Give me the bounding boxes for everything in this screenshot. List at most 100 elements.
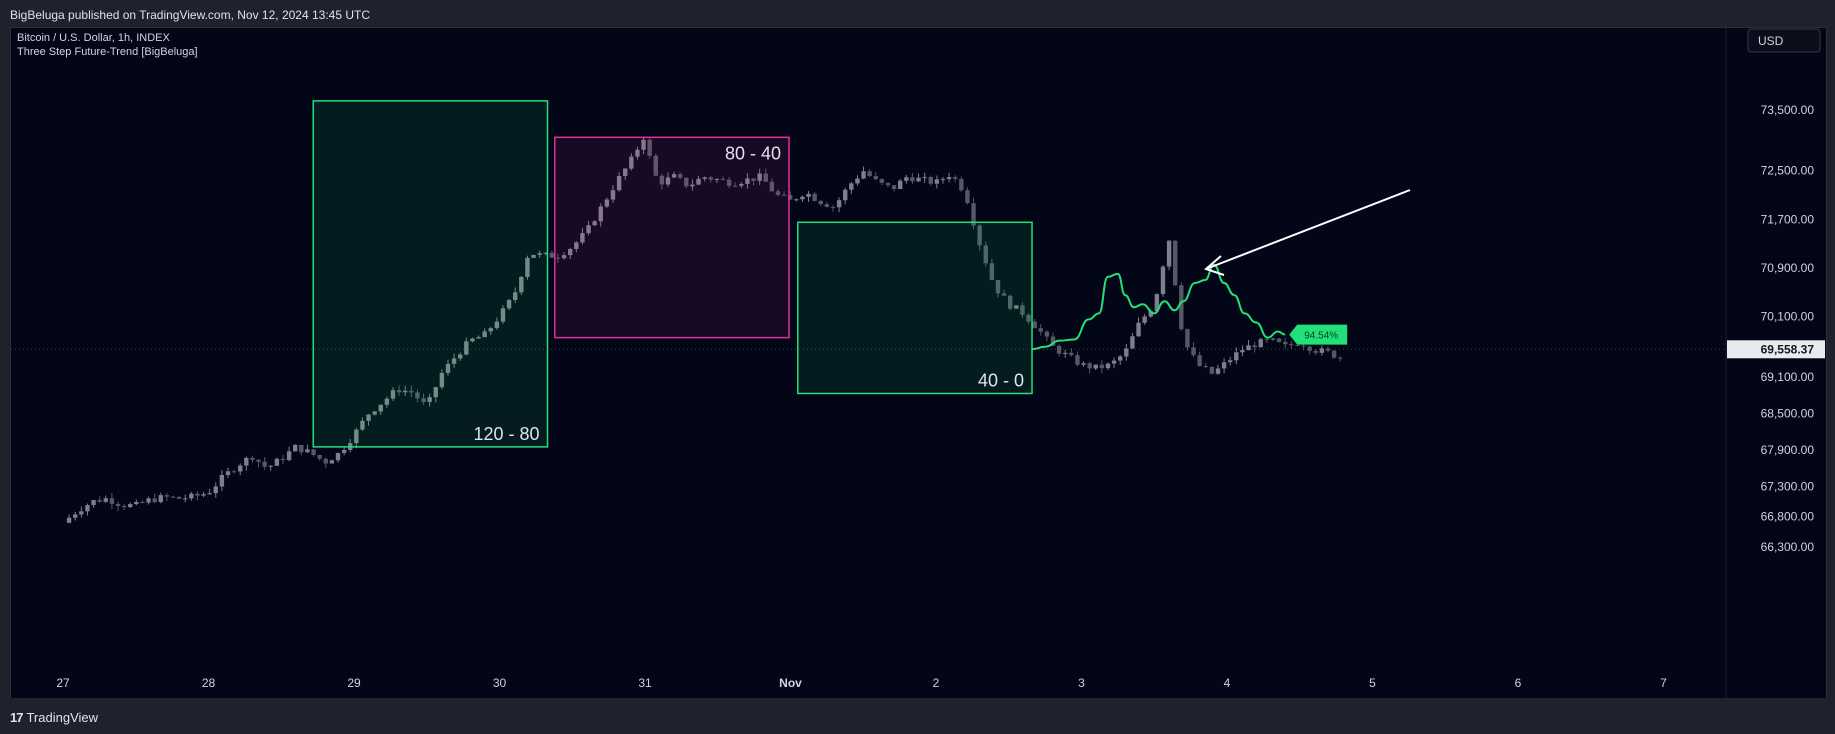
x-tick-label: 28 [202, 676, 216, 690]
candle-body [812, 193, 817, 201]
candle-body [513, 292, 518, 300]
candle-body [598, 206, 603, 222]
candle-body [1044, 331, 1050, 337]
candle-body [659, 175, 665, 185]
candle-body [1124, 348, 1129, 357]
candle-body [1215, 368, 1221, 374]
candle-body [549, 252, 555, 258]
candle-body [519, 276, 524, 293]
candle-body [714, 179, 720, 181]
candle-body [665, 177, 671, 185]
candle-body [946, 177, 952, 180]
candle-body [445, 363, 451, 373]
candle-body [335, 452, 341, 461]
candle-body [1234, 352, 1239, 361]
x-tick-label: 31 [638, 676, 652, 690]
candle-body [1160, 266, 1166, 295]
candle-body [244, 457, 249, 466]
candle-body [268, 465, 273, 467]
candle-body [995, 279, 1001, 294]
candle-body [317, 455, 322, 459]
candle-body [1111, 360, 1117, 364]
candle-body [616, 176, 622, 191]
candle-body [574, 242, 579, 249]
candle-body [354, 429, 359, 444]
candle-body [781, 194, 787, 196]
candle-body [800, 196, 805, 200]
candle-body [213, 486, 218, 494]
candle-body [586, 225, 591, 234]
candle-body [451, 358, 457, 364]
tradingview-icon: 17 [10, 710, 24, 725]
candle-body [500, 308, 506, 322]
candle-body [207, 493, 212, 495]
candle-body [494, 321, 500, 329]
candle-body [1270, 338, 1276, 340]
current-price-badge-bg [1727, 340, 1825, 359]
candle-body [329, 460, 335, 464]
candle-body [433, 387, 438, 398]
y-tick-label: 73,500.00 [1761, 103, 1815, 117]
candle-body [1166, 240, 1172, 267]
currency-label: USD [1758, 34, 1784, 48]
candle-body [1301, 345, 1306, 347]
published-caption: BigBeluga published on TradingView.com, … [10, 8, 371, 22]
currency-button[interactable]: USD [1747, 28, 1821, 53]
candle-body [1069, 352, 1074, 356]
candle-body [885, 182, 891, 186]
candle-body [745, 178, 750, 184]
candle-body [836, 200, 842, 208]
candle-body [427, 397, 432, 402]
candle-body [274, 458, 280, 466]
candle-body [164, 495, 170, 497]
y-tick-label: 67,900.00 [1761, 443, 1815, 457]
candle-body [225, 471, 231, 476]
candle-body [458, 354, 463, 359]
candle-body [818, 200, 823, 205]
x-tick-label: 4 [1224, 676, 1231, 690]
annotation-arrow [1204, 189, 1411, 276]
tradingview-logo[interactable]: 17 TradingView [10, 710, 98, 725]
candle-body [1228, 360, 1233, 363]
x-tick-label: 27 [56, 676, 70, 690]
forecast-badge-bg [1289, 324, 1348, 345]
candle-body [1099, 364, 1105, 369]
candle-body [531, 254, 536, 258]
trend-box-rect [312, 100, 549, 448]
candle-body [121, 505, 127, 508]
candle-body [286, 451, 292, 461]
candle-body [671, 174, 677, 178]
candle-body [366, 414, 371, 421]
x-tick-label: 3 [1078, 676, 1085, 690]
candle-body [195, 493, 200, 496]
x-tick-label: 7 [1660, 676, 1667, 690]
candle-body [1154, 294, 1160, 312]
candle-body [1337, 357, 1343, 359]
candle-body [561, 255, 567, 259]
candle-body [873, 176, 878, 180]
candle-body [898, 180, 903, 190]
candle-body [1289, 344, 1294, 346]
candle-body [176, 496, 182, 499]
candle-body [1307, 346, 1312, 351]
candle-body [1032, 321, 1037, 329]
candle-body [953, 177, 958, 179]
y-tick-label: 66,300.00 [1761, 540, 1815, 554]
candle-body [189, 493, 194, 499]
candle-body [482, 331, 487, 338]
candle-body [824, 204, 830, 207]
candle-body [262, 461, 267, 467]
candle-body [476, 337, 481, 339]
candle-body [861, 171, 866, 179]
trend-box-3: 40 - 0 [797, 221, 1033, 395]
candle-body [623, 168, 628, 177]
candle-body [678, 174, 683, 178]
trend-box-label: 120 - 80 [473, 424, 539, 444]
candle-body [488, 328, 493, 332]
candle-body [128, 504, 133, 508]
candle-body [806, 193, 811, 197]
chart-frame[interactable]: 120 - 80 80 - 40 40 - 0 94.54% 73,500.00 72… [10, 27, 1827, 699]
candle-body [1105, 363, 1111, 369]
candle-body [702, 177, 707, 179]
